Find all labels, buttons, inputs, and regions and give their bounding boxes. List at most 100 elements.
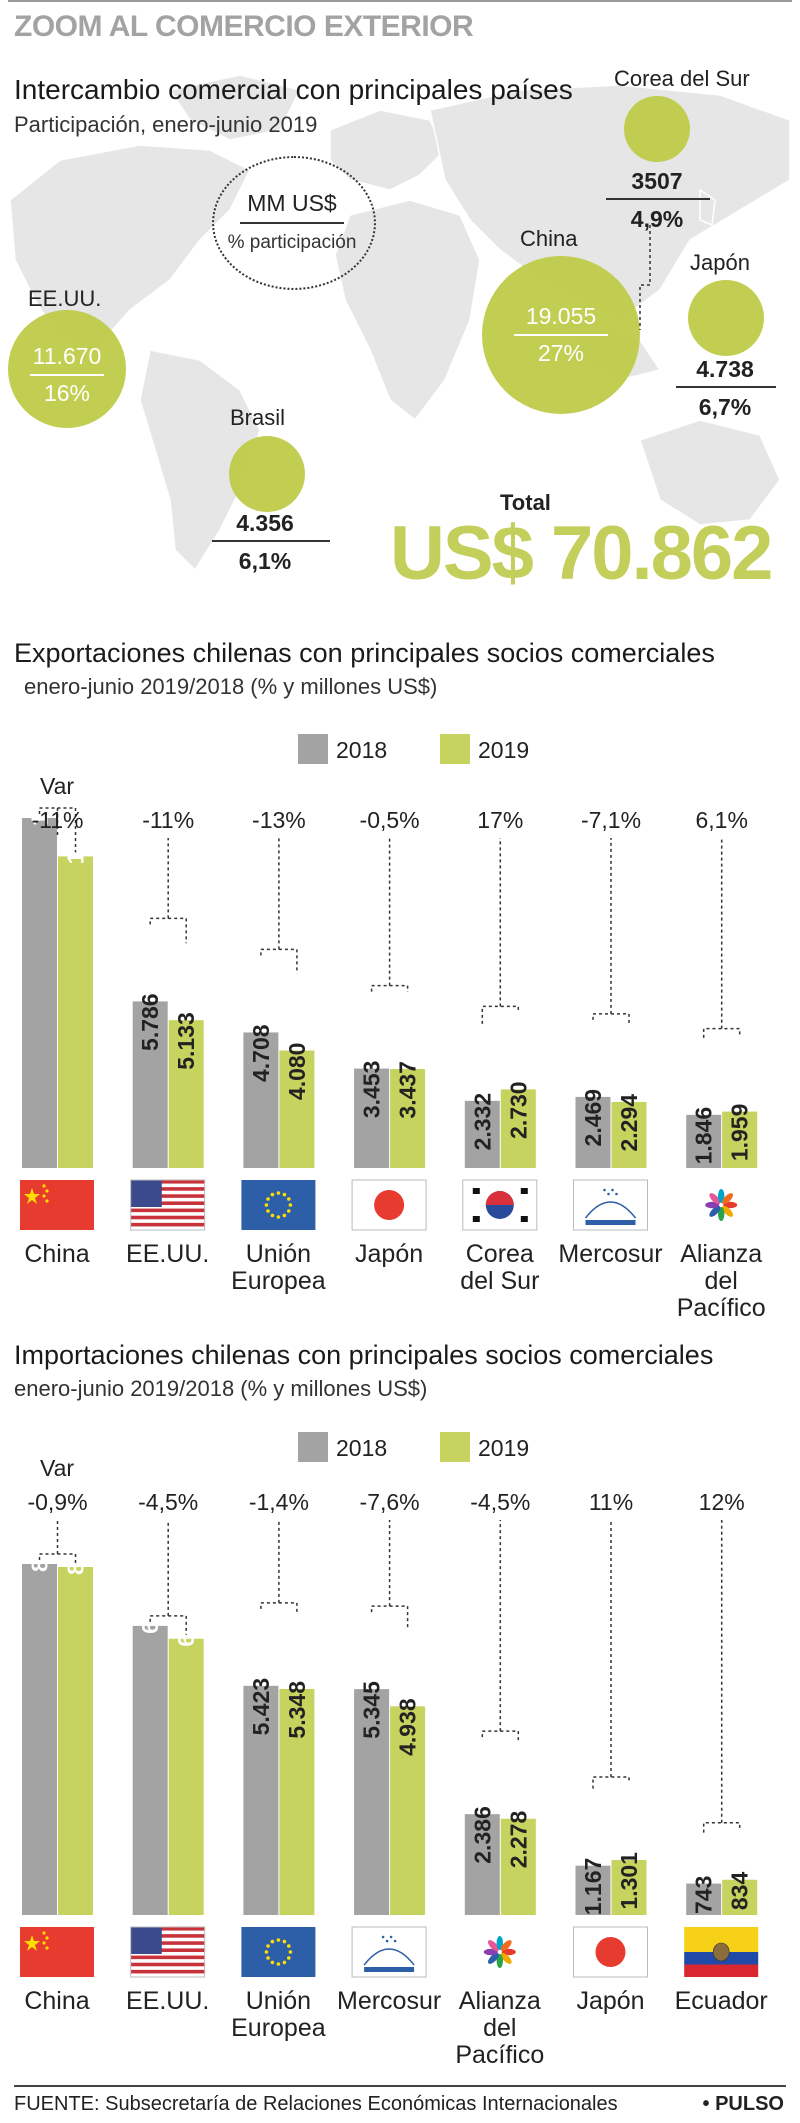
flag-trigram — [472, 1216, 480, 1222]
flag-stripe — [130, 1934, 205, 1938]
category-label: del — [705, 1267, 738, 1295]
page-title: ZOOM AL COMERCIO EXTERIOR — [14, 10, 474, 43]
category-label: EE.UU. — [126, 1240, 209, 1268]
flag-disc — [374, 1190, 405, 1220]
flag-stripe — [130, 1948, 205, 1952]
exports-title: Exportaciones chilenas con principales s… — [14, 638, 715, 668]
flag-petal — [501, 1948, 516, 1956]
var-header: Var — [40, 773, 74, 799]
country-name-japon: Japón — [690, 250, 750, 275]
bar-label-2019: 2.294 — [616, 1094, 642, 1152]
bar-2019 — [58, 856, 93, 1168]
flag-petal — [500, 1940, 512, 1952]
bar-2018 — [686, 1883, 722, 1915]
bar-2019 — [722, 1111, 758, 1168]
category-label: Japón — [355, 1240, 423, 1268]
flag-petal — [487, 1940, 499, 1952]
flag-star — [288, 1950, 293, 1954]
legend-label-2019: 2019 — [478, 737, 529, 763]
bar-label-2018: 5.786 — [137, 993, 163, 1051]
flag-field — [20, 1180, 94, 1230]
category-label: China — [24, 1987, 89, 2015]
flag-canton — [130, 1180, 162, 1207]
category-label: Alianza — [680, 1240, 762, 1268]
flag-frame — [573, 1179, 648, 1231]
world-map-background — [9, 74, 791, 572]
bubble-rule-eeuu — [30, 374, 104, 376]
flag-star — [615, 1192, 618, 1196]
flag-star — [264, 1203, 269, 1207]
flag-cn-icon — [20, 1927, 94, 1977]
flag-mercosur-icon — [573, 1179, 648, 1231]
bar-2018 — [354, 1068, 390, 1168]
flag-star — [264, 1950, 269, 1954]
flag-small-star — [42, 1931, 46, 1935]
bar-label-2019: 4.080 — [284, 1043, 310, 1101]
exports-subtitle: enero-junio 2019/2018 (% y millones US$) — [24, 674, 438, 699]
bar-2018 — [575, 1865, 611, 1915]
flag-frame — [351, 1926, 427, 1978]
bubble-legend-circle — [212, 156, 376, 290]
flag-field — [20, 1927, 94, 1977]
bubble-japon — [688, 280, 764, 356]
flag-small-star — [45, 1936, 49, 1940]
flag-star — [24, 1188, 40, 1204]
variation-label: -4,5% — [470, 1489, 530, 1515]
variation-bracket — [592, 1013, 630, 1025]
bar-2019 — [500, 1089, 536, 1168]
category-label: Europea — [231, 2014, 326, 2042]
flag-petal — [487, 1952, 499, 1964]
flag-star — [282, 1192, 287, 1197]
flag-jp-icon — [573, 1926, 648, 1978]
legend-swatch-2018 — [298, 734, 328, 764]
flag-alianza-icon — [705, 1189, 738, 1221]
header-rule — [8, 0, 792, 2]
variation-bracket — [370, 984, 409, 993]
value-corea: 3507 — [631, 168, 683, 194]
flag-stripe — [130, 1955, 205, 1960]
variation-label: -7,6% — [360, 1489, 420, 1515]
bar-2018 — [686, 1114, 722, 1168]
flag-petal — [705, 1201, 720, 1209]
variation-bracket — [260, 1602, 298, 1613]
bar-2019 — [611, 1860, 647, 1915]
flag-stripe — [130, 1187, 205, 1191]
bubble-brasil — [229, 436, 305, 512]
category-label: Pacífico — [455, 2041, 544, 2069]
flag-star — [266, 1197, 270, 1201]
flag-star — [288, 1203, 293, 1207]
flag-frame — [130, 1926, 206, 1978]
flag-stripe — [130, 1208, 205, 1213]
bar-label-2019: 2.278 — [505, 1811, 531, 1869]
variation-label: 6,1% — [695, 807, 747, 833]
variation-bracket — [702, 1027, 741, 1038]
bar-label-2018: 1.846 — [691, 1107, 717, 1165]
legend-swatch-2019 — [440, 734, 470, 764]
flag-petal — [709, 1205, 721, 1217]
flag-petal — [483, 1948, 498, 1956]
country-name-eeuu: EE.UU. — [28, 286, 102, 311]
flag-star — [286, 1197, 291, 1201]
bar-2018 — [132, 1001, 168, 1168]
bar-2019 — [611, 1101, 647, 1168]
flag-star — [286, 1944, 291, 1948]
variation-label: -0,5% — [360, 807, 420, 833]
flag-trigram — [520, 1188, 528, 1194]
variation-bracket — [702, 1822, 741, 1833]
flag-star — [276, 1215, 281, 1219]
flag-band — [364, 1967, 415, 1972]
bubble-eeuu — [8, 310, 126, 428]
category-label: Ecuador — [675, 1987, 768, 2015]
value-brasil: 4.356 — [236, 510, 294, 536]
variation-label: -7,1% — [581, 807, 641, 833]
flag-star — [381, 1935, 385, 1939]
flag-petal — [722, 1205, 734, 1217]
bar-2019 — [168, 1638, 204, 1915]
bar-2018 — [354, 1689, 390, 1915]
rule-brasil — [212, 540, 330, 542]
variation-bracket — [481, 1005, 520, 1024]
flag-stripe — [130, 1180, 205, 1184]
bar-label-2018: 5.423 — [248, 1678, 274, 1736]
category-label: del — [483, 2014, 516, 2042]
